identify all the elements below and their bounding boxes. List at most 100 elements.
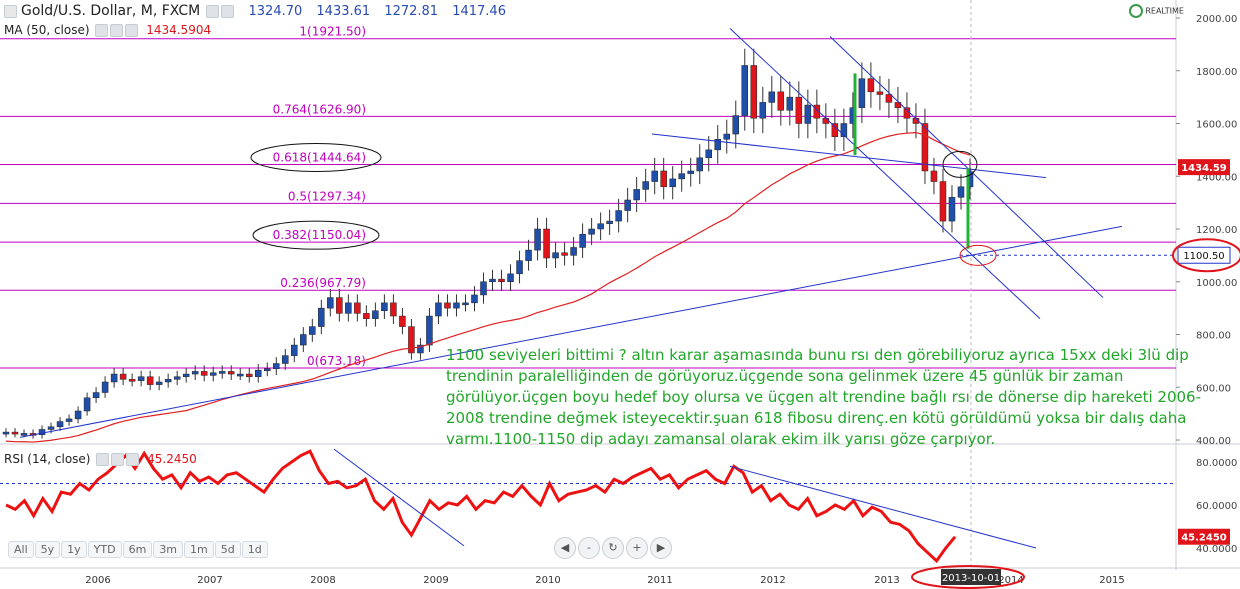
candle-body: [218, 371, 226, 374]
candle-body: [399, 315, 406, 327]
candle-body: [471, 294, 478, 304]
candle-body: [831, 123, 839, 137]
candle-body: [246, 373, 253, 377]
range-button-8[interactable]: 1d: [241, 541, 268, 558]
rsi-value: 45.2450: [147, 452, 197, 466]
x-tick-label: 2007: [197, 575, 222, 586]
candle-body: [101, 381, 109, 393]
candle-body: [92, 392, 100, 399]
candle-body: [588, 228, 595, 235]
toggle-icon[interactable]: [4, 5, 17, 18]
candle-body: [2, 431, 10, 435]
candle-body: [570, 247, 577, 256]
fib-label: 0.618(1444.64): [273, 150, 366, 164]
fib-label: 0.5(1297.34): [288, 189, 366, 203]
candle-body: [345, 302, 352, 314]
candle-body: [687, 170, 694, 174]
candle-body: [957, 186, 965, 198]
y-tick-label: 400.00: [1196, 436, 1231, 447]
candle-body: [894, 102, 902, 108]
range-button-0[interactable]: All: [8, 541, 34, 558]
nav-button-4[interactable]: ▶: [650, 537, 672, 559]
candle-body: [164, 379, 172, 383]
rsi-close-icon[interactable]: [126, 453, 140, 466]
candle-body: [705, 149, 712, 159]
rsi-visibility-icon[interactable]: [96, 453, 110, 466]
candle-body: [453, 302, 460, 309]
y-tick-label: 1200.00: [1196, 225, 1237, 236]
settings-icon[interactable]: [206, 5, 220, 18]
candle-body: [390, 302, 397, 317]
rsi-value-label: 45.2450: [1181, 533, 1227, 544]
range-button-2[interactable]: 1y: [61, 541, 87, 558]
apex-circle: [942, 150, 978, 178]
range-button-4[interactable]: 6m: [122, 541, 153, 558]
ma-close-icon[interactable]: [125, 24, 139, 37]
ma-settings-icon[interactable]: [110, 24, 124, 37]
y-tick-label: 1400.00: [1196, 172, 1237, 183]
range-button-3[interactable]: YTD: [87, 541, 122, 558]
target-price-label-bg: [1177, 246, 1231, 264]
candle-body: [840, 123, 848, 137]
crosshair-date-circle: [911, 565, 1025, 589]
candle-body: [444, 302, 451, 309]
candle-body: [47, 426, 55, 430]
candle-body: [777, 91, 785, 111]
candle-body: [236, 373, 244, 377]
ma-visibility-icon[interactable]: [95, 24, 109, 37]
candle-body: [264, 368, 271, 372]
candle-body: [597, 223, 604, 230]
candle-body: [507, 273, 514, 282]
nav-button-3[interactable]: +: [626, 537, 648, 559]
nav-button-2[interactable]: ↻: [602, 537, 624, 559]
candle-body: [336, 297, 343, 314]
candle-body: [930, 170, 938, 182]
target-circle: [959, 244, 997, 266]
edit-icon[interactable]: [221, 5, 235, 18]
range-button-5[interactable]: 3m: [153, 541, 184, 558]
rsi-header: RSI (14, close) 45.2450: [4, 452, 197, 466]
candle-body: [948, 197, 956, 222]
rsi-label: RSI (14, close): [4, 452, 91, 466]
candle-body: [723, 133, 730, 140]
fib-label: 1(1921.50): [299, 25, 366, 39]
rsi-tick-label: 40.0000: [1196, 544, 1237, 555]
current-price-label-bg: [1178, 159, 1230, 176]
candle-body: [534, 228, 541, 251]
candle-body: [795, 96, 803, 124]
candle-body: [227, 371, 235, 375]
candle-body: [768, 91, 776, 103]
candle-body: [786, 96, 794, 111]
candle-body: [182, 373, 190, 377]
range-button-1[interactable]: 5y: [34, 541, 61, 558]
channel-upper-line: [829, 36, 1104, 298]
nav-button-1[interactable]: -: [578, 537, 600, 559]
candle-body: [309, 326, 316, 335]
candle-body: [498, 278, 505, 282]
range-button-6[interactable]: 1m: [184, 541, 214, 558]
candle-body: [714, 139, 721, 151]
candle-body: [642, 181, 649, 190]
candle-body: [417, 344, 424, 354]
candle-body: [624, 199, 631, 211]
range-button-7[interactable]: 5d: [214, 541, 241, 558]
candle-body: [146, 376, 154, 385]
candle-body: [678, 173, 685, 180]
fib-label: 0.382(1150.04): [273, 228, 366, 242]
fib-label: 0.764(1626.90): [273, 102, 366, 116]
range-buttons: All 5y 1y YTD 6m 3m 1m 5d 1d: [8, 538, 269, 558]
candle-body: [155, 381, 163, 385]
candle-body: [354, 302, 361, 314]
channel-lower-line: [729, 28, 1041, 320]
candle-body: [408, 326, 415, 354]
x-tick-label: 2013: [874, 575, 899, 586]
crosshair-date: 2013-10-01: [942, 573, 1000, 584]
nav-button-0[interactable]: ◀: [554, 537, 576, 559]
x-tick-label: 2010: [535, 575, 560, 586]
rsi-settings-icon[interactable]: [111, 453, 125, 466]
target-price-circle: [1172, 238, 1240, 273]
candle-body: [255, 369, 262, 377]
candle-body: [813, 104, 821, 119]
